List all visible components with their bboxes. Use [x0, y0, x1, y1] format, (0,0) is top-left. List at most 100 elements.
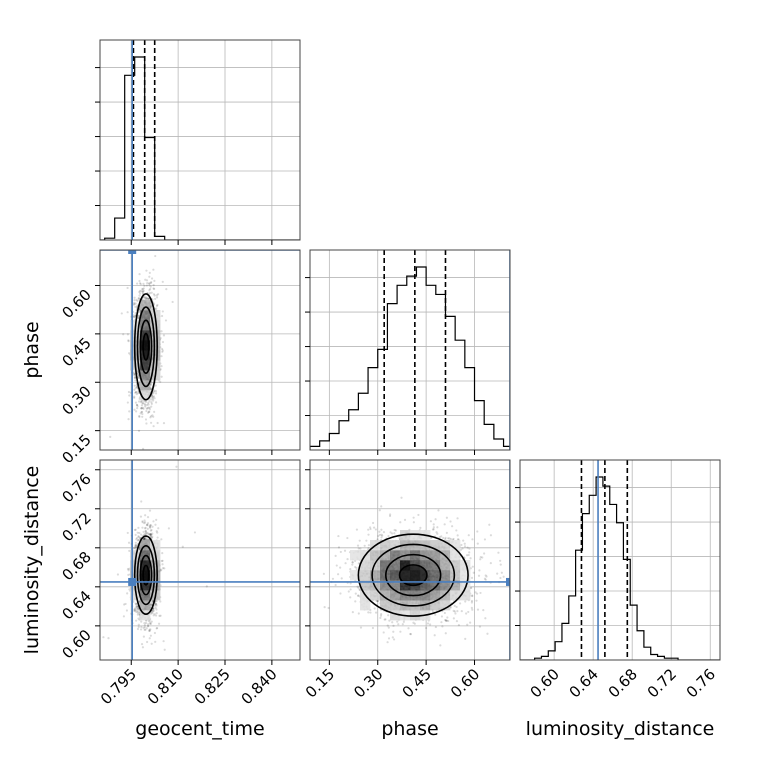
sample-point [149, 532, 152, 536]
sample-point [145, 400, 148, 404]
sample-point [137, 314, 140, 317]
sample-point [144, 532, 147, 535]
sample-point [155, 608, 158, 611]
sample-point [135, 410, 138, 413]
sample-point [137, 617, 140, 620]
sample-point [141, 288, 144, 291]
sample-point [146, 538, 149, 541]
sample-point [150, 396, 154, 399]
sample-point [126, 286, 129, 290]
sample-point [164, 473, 166, 475]
sample-point [150, 398, 153, 401]
sample-point [149, 634, 152, 637]
sample-point [128, 588, 131, 591]
sample-point [146, 523, 149, 526]
sample-point [146, 625, 150, 628]
sample-point [151, 535, 154, 538]
sample-point [149, 529, 152, 532]
histogram-step [310, 266, 510, 450]
hist-phase-frame [309, 249, 511, 451]
sample-point [139, 401, 143, 404]
sample-point [148, 622, 152, 625]
sample-point [133, 299, 136, 302]
sample-point [161, 310, 164, 313]
sample-point [159, 380, 162, 383]
density-bin [140, 390, 151, 401]
sample-point [141, 526, 144, 529]
sample-point [134, 387, 137, 390]
sample-point [142, 287, 145, 290]
sample-point [152, 395, 155, 399]
sample-point [133, 395, 136, 398]
sample-point [142, 295, 146, 298]
sample-point [137, 316, 140, 320]
sample-point [127, 246, 129, 248]
sample-point [142, 407, 145, 411]
sample-point [145, 279, 149, 282]
sample-point [165, 288, 168, 291]
sample-point [150, 620, 153, 623]
sample-point [133, 388, 136, 391]
sample-point [136, 613, 139, 616]
sample-point [137, 535, 140, 538]
sample-point [149, 534, 152, 538]
sample-point [149, 305, 153, 308]
sample-point [89, 401, 91, 403]
sample-point [148, 509, 152, 512]
sample-point [164, 319, 168, 322]
sample-point [139, 282, 142, 285]
sample-point [144, 514, 147, 517]
sample-point [139, 515, 143, 518]
sample-point [143, 537, 146, 540]
sample-point [148, 637, 151, 640]
sample-point [144, 537, 147, 540]
sample-point [137, 612, 140, 615]
sample-point [136, 605, 139, 609]
sample-point [152, 283, 155, 287]
sample-point [128, 410, 131, 413]
sample-point [147, 406, 150, 409]
sample-point [147, 532, 150, 535]
sample-point [137, 297, 141, 300]
sample-point [154, 523, 157, 526]
sample-point [154, 462, 156, 464]
sample-point [134, 602, 137, 605]
sample-point [127, 339, 130, 342]
sample-point [134, 533, 137, 536]
density-bin [150, 330, 161, 341]
sample-point [153, 613, 156, 616]
sample-point [154, 254, 157, 258]
sample-point [150, 402, 153, 405]
sample-point [133, 315, 136, 319]
sample-point [146, 527, 149, 531]
sample-point [148, 292, 152, 295]
sample-point [140, 410, 144, 414]
sample-point [141, 520, 144, 523]
sample-point [127, 573, 130, 576]
sample-point [156, 531, 159, 534]
sample-point [140, 400, 143, 403]
sample-point [151, 612, 154, 615]
sample-point [156, 303, 159, 307]
sample-point [148, 406, 151, 410]
hist-luminosity-distance-frame [519, 459, 721, 661]
sample-point [148, 289, 151, 292]
sample-point [152, 293, 156, 296]
sample-point [145, 298, 148, 301]
sample-point [152, 415, 155, 418]
sample-point [152, 425, 155, 428]
sample-point [127, 340, 130, 343]
sample-point [155, 611, 158, 615]
sample-point [139, 292, 142, 295]
sample-point [133, 384, 136, 387]
sample-point [155, 530, 158, 533]
hist-phase [310, 250, 510, 450]
density-bin [150, 360, 161, 371]
sample-point [162, 334, 166, 337]
sample-point [135, 605, 139, 608]
joint-geocent-time-vs-luminosity-distance [100, 460, 300, 660]
sample-point [135, 544, 139, 547]
sample-point [120, 312, 123, 315]
sample-point [127, 418, 130, 421]
contour-line [139, 319, 153, 375]
